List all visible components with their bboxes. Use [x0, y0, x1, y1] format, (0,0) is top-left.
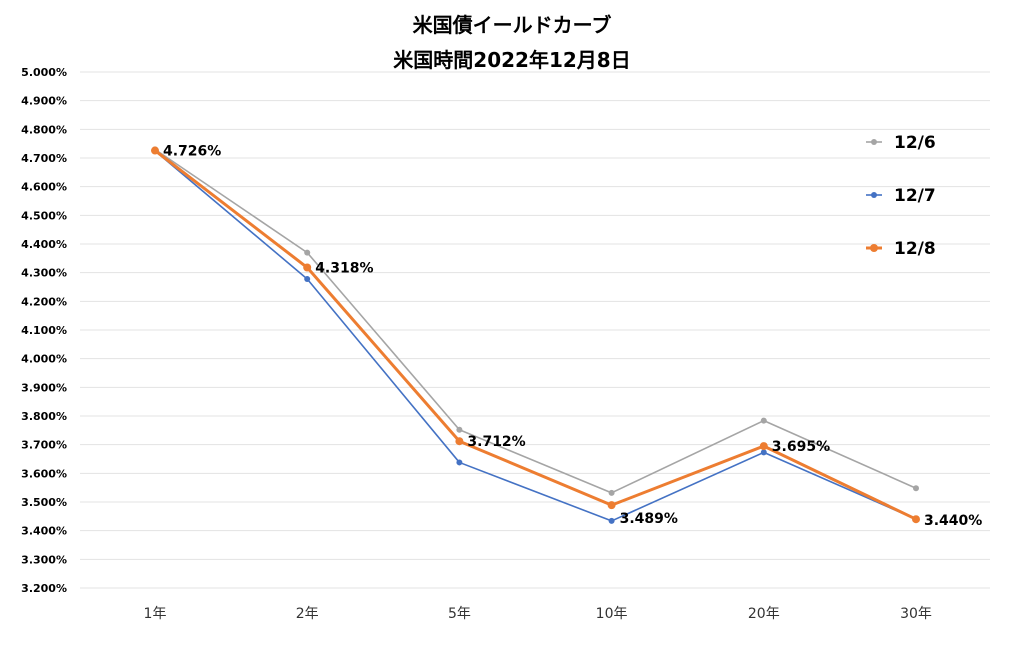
data-label: 4.318% — [315, 261, 373, 277]
y-tick-label: 4.900% — [21, 95, 67, 108]
data-labels: 4.726% 4.318% 3.712% 3.489% 3.695% 3.440% — [163, 144, 982, 530]
x-tick-label: 1年 — [144, 606, 167, 622]
data-point — [608, 489, 615, 496]
series-group — [151, 146, 920, 524]
y-axis-ticks: 5.000% 4.900% 4.800% 4.700% 4.600% 4.500% 4.40… — [21, 66, 67, 595]
legend-marker — [871, 192, 877, 198]
data-point — [303, 263, 312, 272]
y-tick-label: 4.800% — [21, 123, 67, 136]
x-tick-label: 20年 — [748, 606, 780, 622]
y-tick-label: 4.300% — [21, 267, 67, 280]
data-point — [151, 146, 159, 155]
data-point — [608, 517, 615, 524]
y-tick-label: 4.500% — [21, 209, 67, 222]
y-tick-label: 4.700% — [21, 152, 67, 165]
legend-label: 12/7 — [894, 186, 936, 206]
x-tick-label: 5年 — [448, 606, 471, 622]
y-tick-label: 3.900% — [21, 381, 67, 394]
x-tick-label: 30年 — [900, 606, 932, 622]
series-line — [154, 148, 917, 494]
legend: 12/6 12/7 12/8 — [866, 133, 936, 259]
data-point — [759, 442, 768, 451]
data-point — [760, 449, 767, 456]
chart-title: 米国債イールドカーブ — [413, 13, 612, 37]
data-point — [455, 437, 464, 446]
data-label: 4.726% — [163, 144, 221, 160]
series-12-7 — [152, 147, 919, 524]
y-tick-label: 3.800% — [21, 410, 67, 423]
y-tick-label: 3.400% — [21, 525, 67, 538]
legend-item: 12/7 — [866, 186, 936, 206]
x-tick-label: 10年 — [596, 606, 628, 622]
y-tick-label: 5.000% — [21, 66, 67, 79]
y-tick-label: 4.200% — [21, 295, 67, 308]
y-tick-label: 4.000% — [21, 353, 67, 366]
legend-label: 12/6 — [894, 133, 936, 153]
legend-marker — [870, 244, 878, 252]
legend-marker — [871, 139, 877, 145]
data-point — [304, 275, 311, 282]
legend-item: 12/6 — [866, 133, 936, 153]
y-tick-label: 4.600% — [21, 181, 67, 194]
data-point — [913, 485, 919, 492]
y-tick-label: 3.300% — [21, 553, 67, 566]
data-point — [456, 426, 463, 433]
series-line — [153, 149, 918, 521]
y-tick-label: 4.400% — [21, 238, 67, 251]
y-tick-label: 3.700% — [21, 439, 67, 452]
data-label: 3.712% — [467, 434, 525, 450]
data-label: 3.489% — [620, 511, 678, 527]
y-tick-label: 3.200% — [21, 582, 67, 595]
data-label: 3.440% — [924, 513, 982, 529]
chart-subtitle: 米国時間2022年12月8日 — [393, 48, 630, 72]
y-tick-label: 4.100% — [21, 324, 67, 337]
data-point — [760, 417, 767, 424]
data-point — [304, 249, 311, 256]
y-tick-label: 3.600% — [21, 467, 67, 480]
data-label: 3.695% — [772, 439, 830, 455]
data-point — [607, 501, 616, 510]
x-axis-ticks: 1年 2年 5年 10年 20年 30年 — [144, 606, 932, 622]
data-point — [456, 459, 463, 466]
x-tick-label: 2年 — [296, 606, 319, 622]
legend-item: 12/8 — [866, 239, 936, 259]
series-line — [154, 150, 917, 522]
legend-label: 12/8 — [894, 239, 936, 259]
y-tick-label: 3.500% — [21, 496, 67, 509]
series-12-8 — [151, 146, 920, 524]
data-point — [912, 515, 920, 524]
